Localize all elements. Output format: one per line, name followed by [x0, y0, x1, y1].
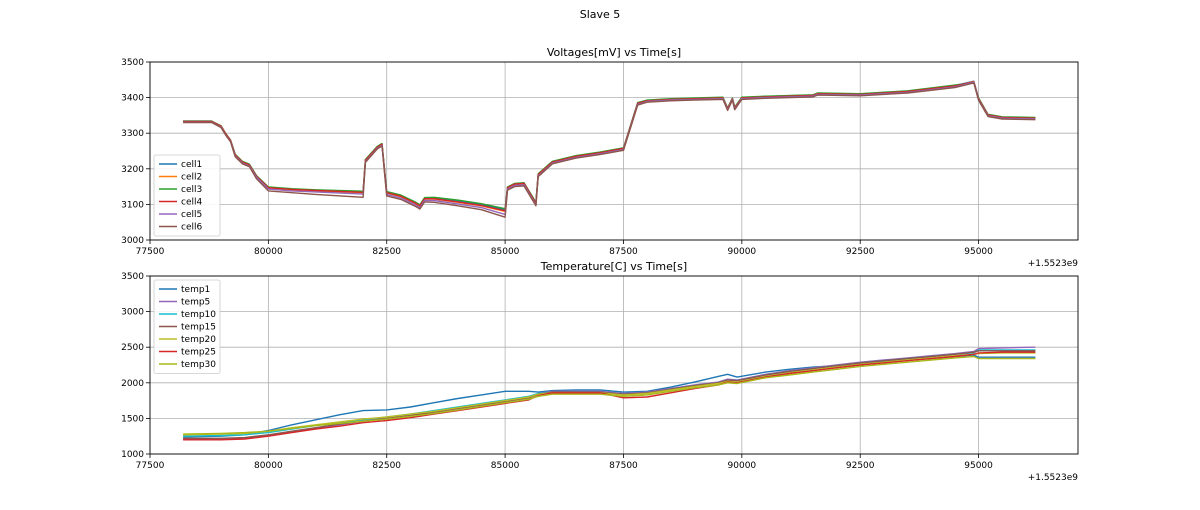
- series-line-temp30: [183, 355, 1036, 435]
- y-tick-label: 1500: [121, 414, 144, 424]
- legend-label-cell2: cell2: [181, 173, 202, 183]
- legend-label-temp30: temp30: [181, 360, 216, 370]
- figure-title: Slave 5: [579, 8, 621, 21]
- legend-label-cell4: cell4: [181, 198, 202, 208]
- legend-box: [153, 154, 221, 237]
- x-tick-label: 80000: [254, 247, 283, 257]
- series-line-temp25: [183, 351, 1036, 441]
- legend-label-temp15: temp15: [181, 323, 216, 333]
- y-tick-label: 3500: [121, 58, 144, 68]
- panel-title: Temperature[C] vs Time[s]: [540, 260, 687, 273]
- panel-title: Voltages[mV] vs Time[s]: [547, 46, 681, 59]
- series-line-temp1: [183, 354, 1036, 438]
- legend-label-cell3: cell3: [181, 185, 202, 195]
- legend-label-temp5: temp5: [181, 298, 210, 308]
- legend-label-cell6: cell6: [181, 223, 202, 233]
- x-offset-label: +1.5523e9: [1028, 473, 1079, 483]
- legend: temp1 temp5 temp10 temp15 temp20 temp25 temp30: [153, 279, 221, 374]
- x-tick-label: 82500: [372, 461, 401, 471]
- plot-frame: [149, 275, 1079, 455]
- series-line-temp20: [183, 352, 1036, 436]
- y-tick-label: 2500: [121, 343, 144, 353]
- y-tick-label: 3400: [121, 94, 144, 104]
- y-tick-label: 1000: [121, 450, 144, 460]
- x-tick-label: 77500: [136, 247, 165, 257]
- voltage-panel: 77500 80000 82500 85000 87500 90000 92500 95000…: [121, 46, 1079, 269]
- x-tick-label: 85000: [491, 461, 520, 471]
- legend-label-temp20: temp20: [181, 335, 216, 345]
- legend-box: [153, 279, 221, 374]
- legend-label-cell5: cell5: [181, 210, 202, 220]
- y-tick-label: 2000: [121, 379, 144, 389]
- legend-label-temp25: temp25: [181, 348, 216, 358]
- x-tick-label: 90000: [728, 247, 757, 257]
- x-tick-label: 92500: [846, 461, 875, 471]
- legend-label-cell1: cell1: [181, 160, 202, 170]
- legend-label-temp10: temp10: [181, 310, 216, 320]
- y-tick-label: 3200: [121, 165, 144, 175]
- y-tick-label: 3000: [121, 236, 144, 246]
- legend: cell1 cell2 cell3 cell4 cell5 cell6: [153, 154, 221, 237]
- x-tick-label: 77500: [136, 461, 165, 471]
- x-tick-label: 90000: [728, 461, 757, 471]
- x-tick-label: 95000: [964, 247, 993, 257]
- x-tick-label: 85000: [491, 247, 520, 257]
- y-tick-label: 3500: [121, 272, 144, 282]
- x-tick-label: 82500: [372, 247, 401, 257]
- y-tick-label: 3300: [121, 129, 144, 139]
- plot-frame: [149, 61, 1079, 241]
- series-line-cell6: [183, 82, 1036, 218]
- x-tick-label: 87500: [609, 461, 638, 471]
- x-offset-label: +1.5523e9: [1028, 259, 1079, 269]
- x-tick-label: 87500: [609, 247, 638, 257]
- y-tick-label: 3100: [121, 200, 144, 210]
- y-tick-label: 3000: [121, 308, 144, 318]
- x-tick-label: 95000: [964, 461, 993, 471]
- temperature-panel: 77500 80000 82500 85000 87500 90000 92500 95000…: [121, 260, 1079, 483]
- x-tick-label: 80000: [254, 461, 283, 471]
- legend-label-temp1: temp1: [181, 285, 210, 295]
- x-tick-label: 92500: [846, 247, 875, 257]
